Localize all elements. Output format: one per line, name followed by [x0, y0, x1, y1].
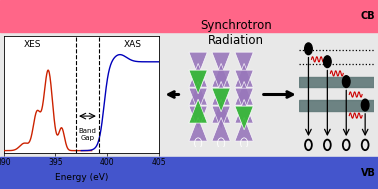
Text: Synchrotron
Radiation: Synchrotron Radiation: [200, 19, 272, 47]
Polygon shape: [189, 117, 208, 141]
Circle shape: [324, 56, 331, 67]
Polygon shape: [189, 70, 208, 94]
Polygon shape: [212, 81, 230, 105]
Polygon shape: [212, 70, 230, 94]
Polygon shape: [212, 117, 230, 141]
Polygon shape: [212, 99, 230, 123]
Polygon shape: [235, 70, 253, 94]
Polygon shape: [235, 63, 253, 87]
Text: VB: VB: [361, 168, 375, 178]
Polygon shape: [189, 99, 208, 123]
Text: XAS: XAS: [124, 40, 142, 49]
Bar: [0, 0, 378, 32]
Text: XES: XES: [24, 40, 42, 49]
Polygon shape: [235, 106, 253, 130]
Bar: [299, 100, 374, 111]
Polygon shape: [212, 63, 230, 87]
Polygon shape: [189, 81, 208, 105]
Polygon shape: [189, 70, 208, 94]
Bar: [0, 157, 378, 189]
Polygon shape: [235, 52, 253, 76]
Polygon shape: [235, 117, 253, 141]
Circle shape: [342, 76, 350, 88]
Polygon shape: [212, 88, 230, 112]
Polygon shape: [235, 81, 253, 105]
Circle shape: [305, 43, 312, 55]
Polygon shape: [235, 99, 253, 123]
Polygon shape: [212, 88, 230, 112]
Polygon shape: [189, 63, 208, 87]
Bar: [299, 77, 374, 88]
Text: Band
Gap: Band Gap: [79, 128, 96, 141]
Circle shape: [361, 99, 369, 111]
Polygon shape: [189, 106, 208, 130]
Polygon shape: [235, 106, 253, 130]
X-axis label: Energy (eV): Energy (eV): [54, 173, 108, 181]
Polygon shape: [235, 88, 253, 112]
Polygon shape: [189, 52, 208, 76]
Polygon shape: [189, 88, 208, 112]
Polygon shape: [212, 106, 230, 130]
Text: CB: CB: [361, 11, 375, 21]
Polygon shape: [189, 99, 208, 123]
Polygon shape: [212, 52, 230, 76]
